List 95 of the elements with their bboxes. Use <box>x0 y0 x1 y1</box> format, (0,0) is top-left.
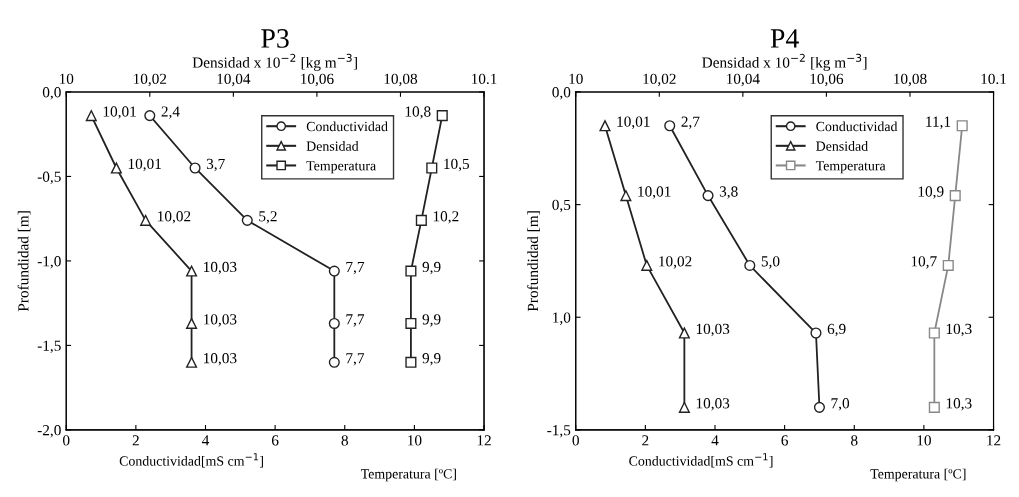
x2-tick-label: 10 <box>569 73 583 84</box>
point <box>110 162 122 174</box>
x2-tick-label: 10,06 <box>810 73 844 87</box>
data-label: 10,3 <box>946 323 972 337</box>
point <box>678 401 690 413</box>
legend-label: Densidad <box>306 141 359 151</box>
x-tick-label: 10 <box>917 435 931 446</box>
x-tick-label: 4 <box>711 435 719 446</box>
data-label: 6,9 <box>827 323 846 337</box>
point <box>186 265 198 277</box>
y-tick-label: -1,5 <box>547 425 571 438</box>
data-label: 9,9 <box>422 261 441 275</box>
x-tick-label: 2 <box>642 435 649 446</box>
point <box>85 110 97 122</box>
x-axis-title: Conductividad[mS cm$^{−1}$] <box>119 453 263 468</box>
point <box>641 259 653 271</box>
y-axis-title: Profundidad [m] <box>527 211 540 312</box>
x-tick-label: 6 <box>781 435 788 446</box>
data-label: 2,7 <box>681 116 700 129</box>
data-label: 10,3 <box>946 398 972 411</box>
x-tick-label: 10 <box>408 435 422 446</box>
x-tick-label: 4 <box>201 435 210 446</box>
x2-tick-label: 10,02 <box>133 73 167 87</box>
x2-tick-label: 10.1 <box>981 73 1006 85</box>
x-tick-label: 0 <box>572 435 579 446</box>
data-label: 7,0 <box>831 398 850 411</box>
x-tick-label: 8 <box>341 435 348 446</box>
legend-label: Conductividad <box>306 121 388 132</box>
legend-label: Conductividad <box>816 121 898 132</box>
x2-tick-label: 10.1 <box>472 73 497 85</box>
data-label: 9,9 <box>422 353 441 366</box>
data-label: 5,2 <box>259 211 277 224</box>
point <box>620 190 632 202</box>
x2-tick-label: 10,04 <box>217 73 251 87</box>
chart-title: P4 <box>770 29 799 48</box>
point <box>599 120 611 132</box>
x-tick-label: 2 <box>132 435 139 446</box>
legend-label: Temperatura <box>815 161 886 174</box>
data-label: 10,5 <box>444 158 470 172</box>
data-label: 10,7 <box>911 256 937 269</box>
data-label: 10,9 <box>918 186 944 199</box>
y-tick-label: -1,5 <box>37 340 61 354</box>
data-label: 10,01 <box>103 106 136 119</box>
x-tick-label: 12 <box>477 435 491 446</box>
data-label: 7,7 <box>346 314 365 327</box>
point <box>140 214 152 226</box>
x2-tick-label: 10,04 <box>727 73 760 87</box>
data-label: 10,01 <box>617 116 650 129</box>
point <box>186 356 198 368</box>
x2-axis-title: Densidad x 10$^{−2}$ [kg m$^{−3}$] <box>702 53 867 71</box>
data-label: 3,7 <box>206 158 225 172</box>
data-label: 9,9 <box>422 314 441 327</box>
x2-tick-label: 10,06 <box>301 73 334 87</box>
data-label: 7,7 <box>346 353 365 366</box>
data-label: 10,03 <box>204 314 237 327</box>
data-label: 11,1 <box>926 116 951 129</box>
y-tick-label: -2,0 <box>37 425 61 438</box>
data-label: 10,8 <box>405 106 431 119</box>
y-axis-title: Profundidad [m] <box>17 211 31 312</box>
x2-axis-title: Densidad x 10$^{−2}$ [kg m$^{−3}$] <box>192 53 357 71</box>
data-label: 7,7 <box>346 261 365 275</box>
y-tick-label: 0,0 <box>42 87 61 100</box>
data-label: 10,03 <box>696 398 730 411</box>
x-tick-label: 0 <box>63 435 70 446</box>
data-label: 10,2 <box>433 211 459 224</box>
x-tick-label: 8 <box>851 435 858 446</box>
x2-tick-label: 10,08 <box>384 73 418 87</box>
data-label: 5,0 <box>761 256 780 269</box>
data-label: 10,01 <box>638 186 671 199</box>
y-tick-label: -0,5 <box>37 171 61 185</box>
y-tick-label: 0,0 <box>552 87 571 100</box>
data-label: 10,02 <box>158 211 191 224</box>
point <box>186 317 198 330</box>
y-tick-label: -1,0 <box>37 256 61 269</box>
text: Temperatura [ºC] <box>870 468 966 482</box>
x2-tick-label: 10,08 <box>894 73 927 87</box>
x2-tick-label: 10 <box>59 73 74 84</box>
text: Temperatura [ºC] <box>360 468 456 482</box>
data-label: 10,03 <box>696 323 730 337</box>
chart-title: P3 <box>261 29 289 48</box>
data-label: 2,4 <box>161 106 180 119</box>
data-label: 10,03 <box>204 261 237 275</box>
y-tick-label: 1,0 <box>553 312 571 325</box>
x-tick-label: 6 <box>271 435 279 446</box>
y-tick-label: 0,5 <box>552 199 571 213</box>
legend-label: Densidad <box>816 141 868 151</box>
legend-label: Temperatura <box>306 161 376 174</box>
x-tick-label: 12 <box>987 435 1001 446</box>
x-axis-title: Conductividad[mS cm$^{−1}$] <box>629 453 773 468</box>
data-label: 10,02 <box>659 256 692 269</box>
data-label: 3,8 <box>719 186 738 199</box>
data-label: 10,01 <box>128 158 161 172</box>
x2-tick-label: 10,02 <box>643 73 676 87</box>
data-label: 10,03 <box>204 353 237 366</box>
point <box>678 327 690 339</box>
